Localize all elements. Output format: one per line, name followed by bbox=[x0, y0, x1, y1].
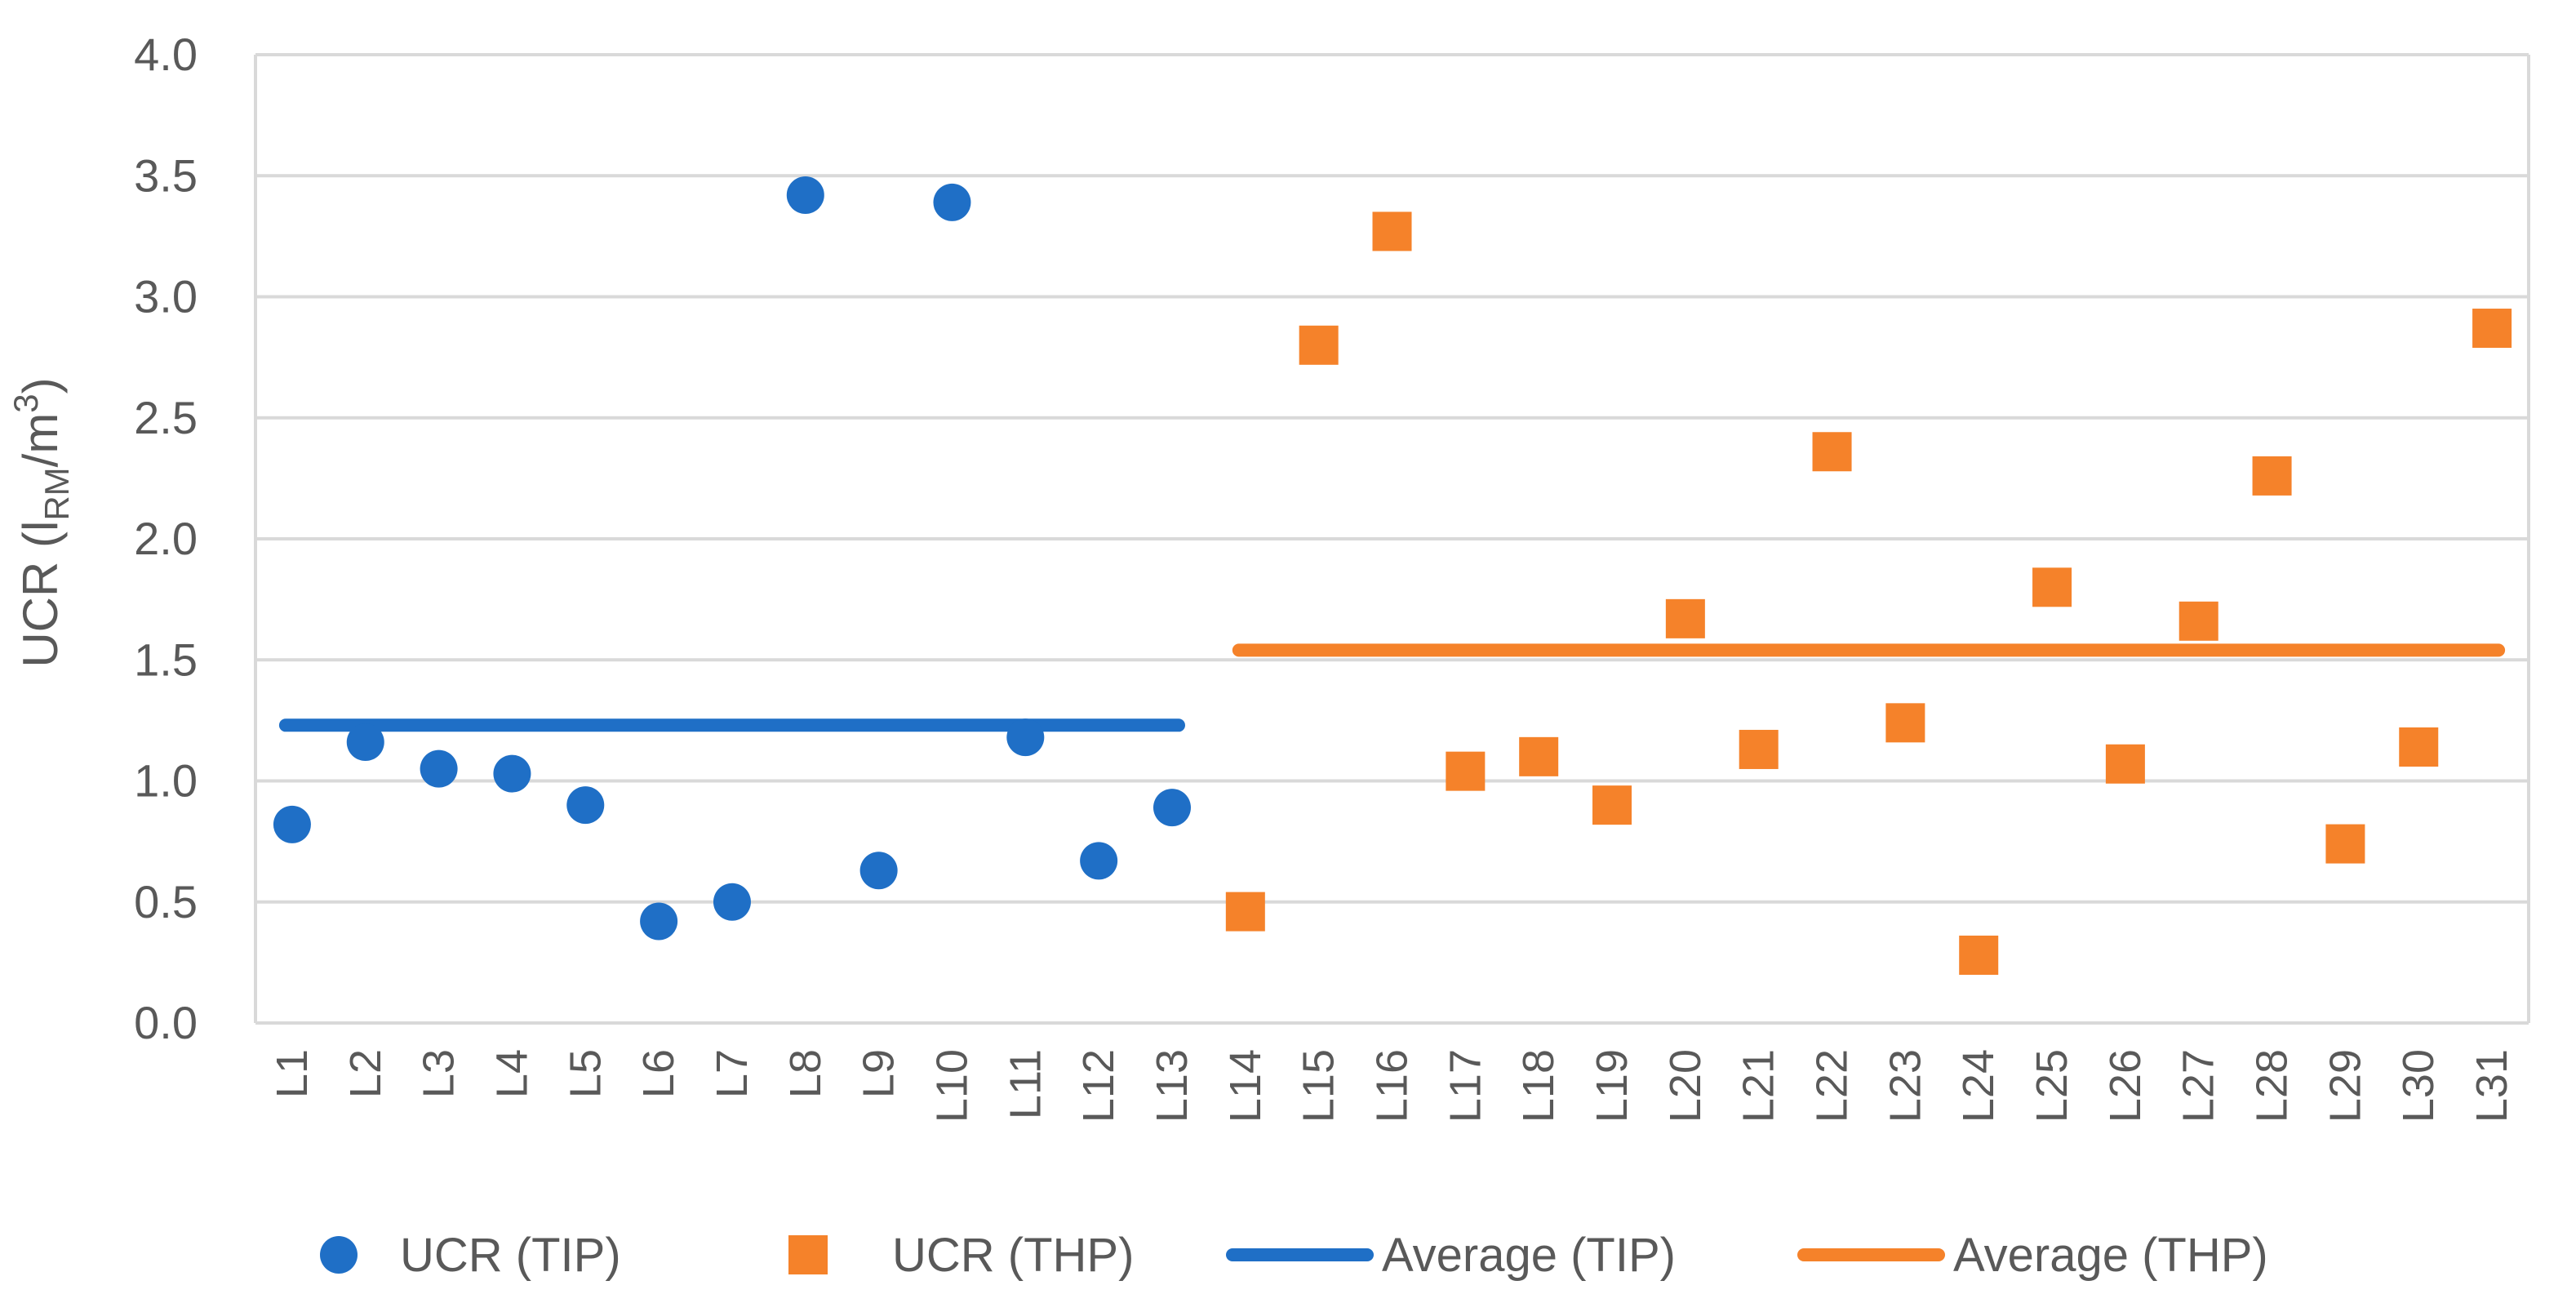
y-axis-title-suffix: ) bbox=[13, 377, 68, 394]
thp-point bbox=[1739, 729, 1779, 769]
x-tick-label: L11 bbox=[1001, 1049, 1050, 1119]
x-tick-label: L28 bbox=[2248, 1049, 2297, 1123]
legend: UCR (TIP) UCR (THP) Average (TIP) Average (… bbox=[320, 1229, 2268, 1282]
y-tick-label: 2.0 bbox=[134, 513, 198, 564]
tip-point bbox=[933, 183, 971, 221]
legend-label: UCR (THP) bbox=[892, 1229, 1134, 1282]
thp-point bbox=[1446, 751, 1486, 791]
y-axis-title-prefix: UCR (l bbox=[13, 521, 68, 668]
x-tick-label: L5 bbox=[561, 1049, 610, 1098]
x-tick-label: L6 bbox=[634, 1049, 683, 1098]
tip-point bbox=[273, 805, 311, 843]
tip-point bbox=[566, 786, 605, 825]
tip-point bbox=[1080, 842, 1118, 880]
tip-point bbox=[640, 902, 678, 941]
thp-point bbox=[1885, 703, 1925, 743]
x-tick-label: L19 bbox=[1588, 1049, 1637, 1123]
x-tick-label: L23 bbox=[1881, 1049, 1930, 1123]
y-tick-label: 2.5 bbox=[134, 392, 198, 443]
thp-point bbox=[2105, 744, 2145, 784]
thp-point bbox=[1592, 785, 1632, 825]
x-tick-label: L2 bbox=[341, 1049, 390, 1098]
axes bbox=[254, 55, 2530, 1023]
y-axis-title: UCR (lRM/m3) bbox=[7, 377, 76, 667]
x-tick-label: L29 bbox=[2321, 1049, 2369, 1123]
thp-point bbox=[1372, 211, 1412, 251]
y-tick-labels: 0.0 0.5 1.0 1.5 2.0 2.5 3.0 3.5 4.0 bbox=[134, 29, 198, 1048]
x-tick-label: L25 bbox=[2027, 1049, 2076, 1123]
tip-point bbox=[420, 749, 458, 788]
x-tick-labels: L1 L2 L3 L4 L5 L6 L7 L8 L9 L10 L11 L12 L13 L14 L15 L16 L… bbox=[268, 1049, 2516, 1123]
x-tick-label: L12 bbox=[1074, 1049, 1123, 1123]
x-tick-label: L16 bbox=[1368, 1049, 1417, 1123]
y-axis-title-subscript: RM bbox=[38, 467, 76, 520]
tip-point bbox=[859, 852, 898, 890]
x-tick-label: L10 bbox=[927, 1049, 976, 1123]
tip-point bbox=[713, 883, 751, 921]
y-tick-label: 1.0 bbox=[134, 755, 198, 807]
x-tick-label: L4 bbox=[487, 1049, 536, 1098]
thp-point bbox=[1299, 325, 1339, 365]
x-tick-label: L17 bbox=[1441, 1049, 1490, 1123]
x-tick-label: L18 bbox=[1514, 1049, 1563, 1123]
thp-point bbox=[2032, 567, 2072, 607]
x-tick-label: L9 bbox=[855, 1049, 904, 1098]
x-tick-label: L22 bbox=[1808, 1049, 1857, 1123]
x-tick-label: L7 bbox=[708, 1049, 757, 1098]
y-tick-label: 0.0 bbox=[134, 997, 198, 1048]
x-tick-label: L13 bbox=[1148, 1049, 1197, 1123]
x-tick-label: L31 bbox=[2467, 1049, 2516, 1123]
x-tick-label: L3 bbox=[415, 1049, 464, 1098]
y-axis-title-superscript: 3 bbox=[7, 394, 45, 412]
tip-point bbox=[346, 723, 384, 762]
x-tick-label: L1 bbox=[268, 1049, 317, 1098]
legend-label: Average (TIP) bbox=[1382, 1229, 1676, 1282]
gridlines bbox=[255, 53, 2529, 1025]
tip-point bbox=[493, 754, 531, 793]
legend-label: UCR (TIP) bbox=[400, 1229, 621, 1282]
data-points bbox=[273, 176, 2512, 975]
x-tick-label: L24 bbox=[1954, 1049, 2003, 1123]
y-tick-label: 1.5 bbox=[134, 634, 198, 685]
y-axis-title-middle: /m bbox=[13, 413, 68, 468]
thp-point bbox=[2472, 309, 2512, 349]
thp-point bbox=[1225, 892, 1265, 932]
thp-point bbox=[1959, 935, 1999, 975]
x-tick-label: L8 bbox=[781, 1049, 830, 1098]
x-tick-label: L14 bbox=[1221, 1049, 1270, 1123]
legend-label: Average (THP) bbox=[1953, 1229, 2268, 1282]
tip-point bbox=[1006, 718, 1045, 757]
x-tick-label: L15 bbox=[1295, 1049, 1344, 1123]
x-tick-label: L26 bbox=[2101, 1049, 2150, 1123]
y-tick-label: 3.5 bbox=[134, 149, 198, 201]
x-tick-label: L21 bbox=[1734, 1049, 1783, 1123]
thp-point bbox=[2399, 727, 2439, 767]
legend-swatch-tip bbox=[320, 1236, 358, 1274]
tip-point bbox=[1153, 789, 1191, 827]
x-tick-label: L27 bbox=[2174, 1049, 2223, 1123]
x-tick-label: L20 bbox=[1661, 1049, 1710, 1123]
thp-point bbox=[2252, 456, 2292, 496]
thp-point bbox=[2178, 601, 2218, 641]
y-tick-label: 0.5 bbox=[134, 876, 198, 927]
thp-point bbox=[1519, 736, 1559, 776]
y-tick-label: 3.0 bbox=[134, 271, 198, 322]
thp-point bbox=[1812, 432, 1852, 472]
thp-point bbox=[1665, 598, 1705, 638]
x-tick-label: L30 bbox=[2394, 1049, 2443, 1123]
thp-point bbox=[2325, 824, 2365, 864]
y-tick-label: 4.0 bbox=[134, 29, 198, 80]
tip-point bbox=[786, 176, 824, 214]
legend-swatch-thp bbox=[788, 1235, 828, 1274]
